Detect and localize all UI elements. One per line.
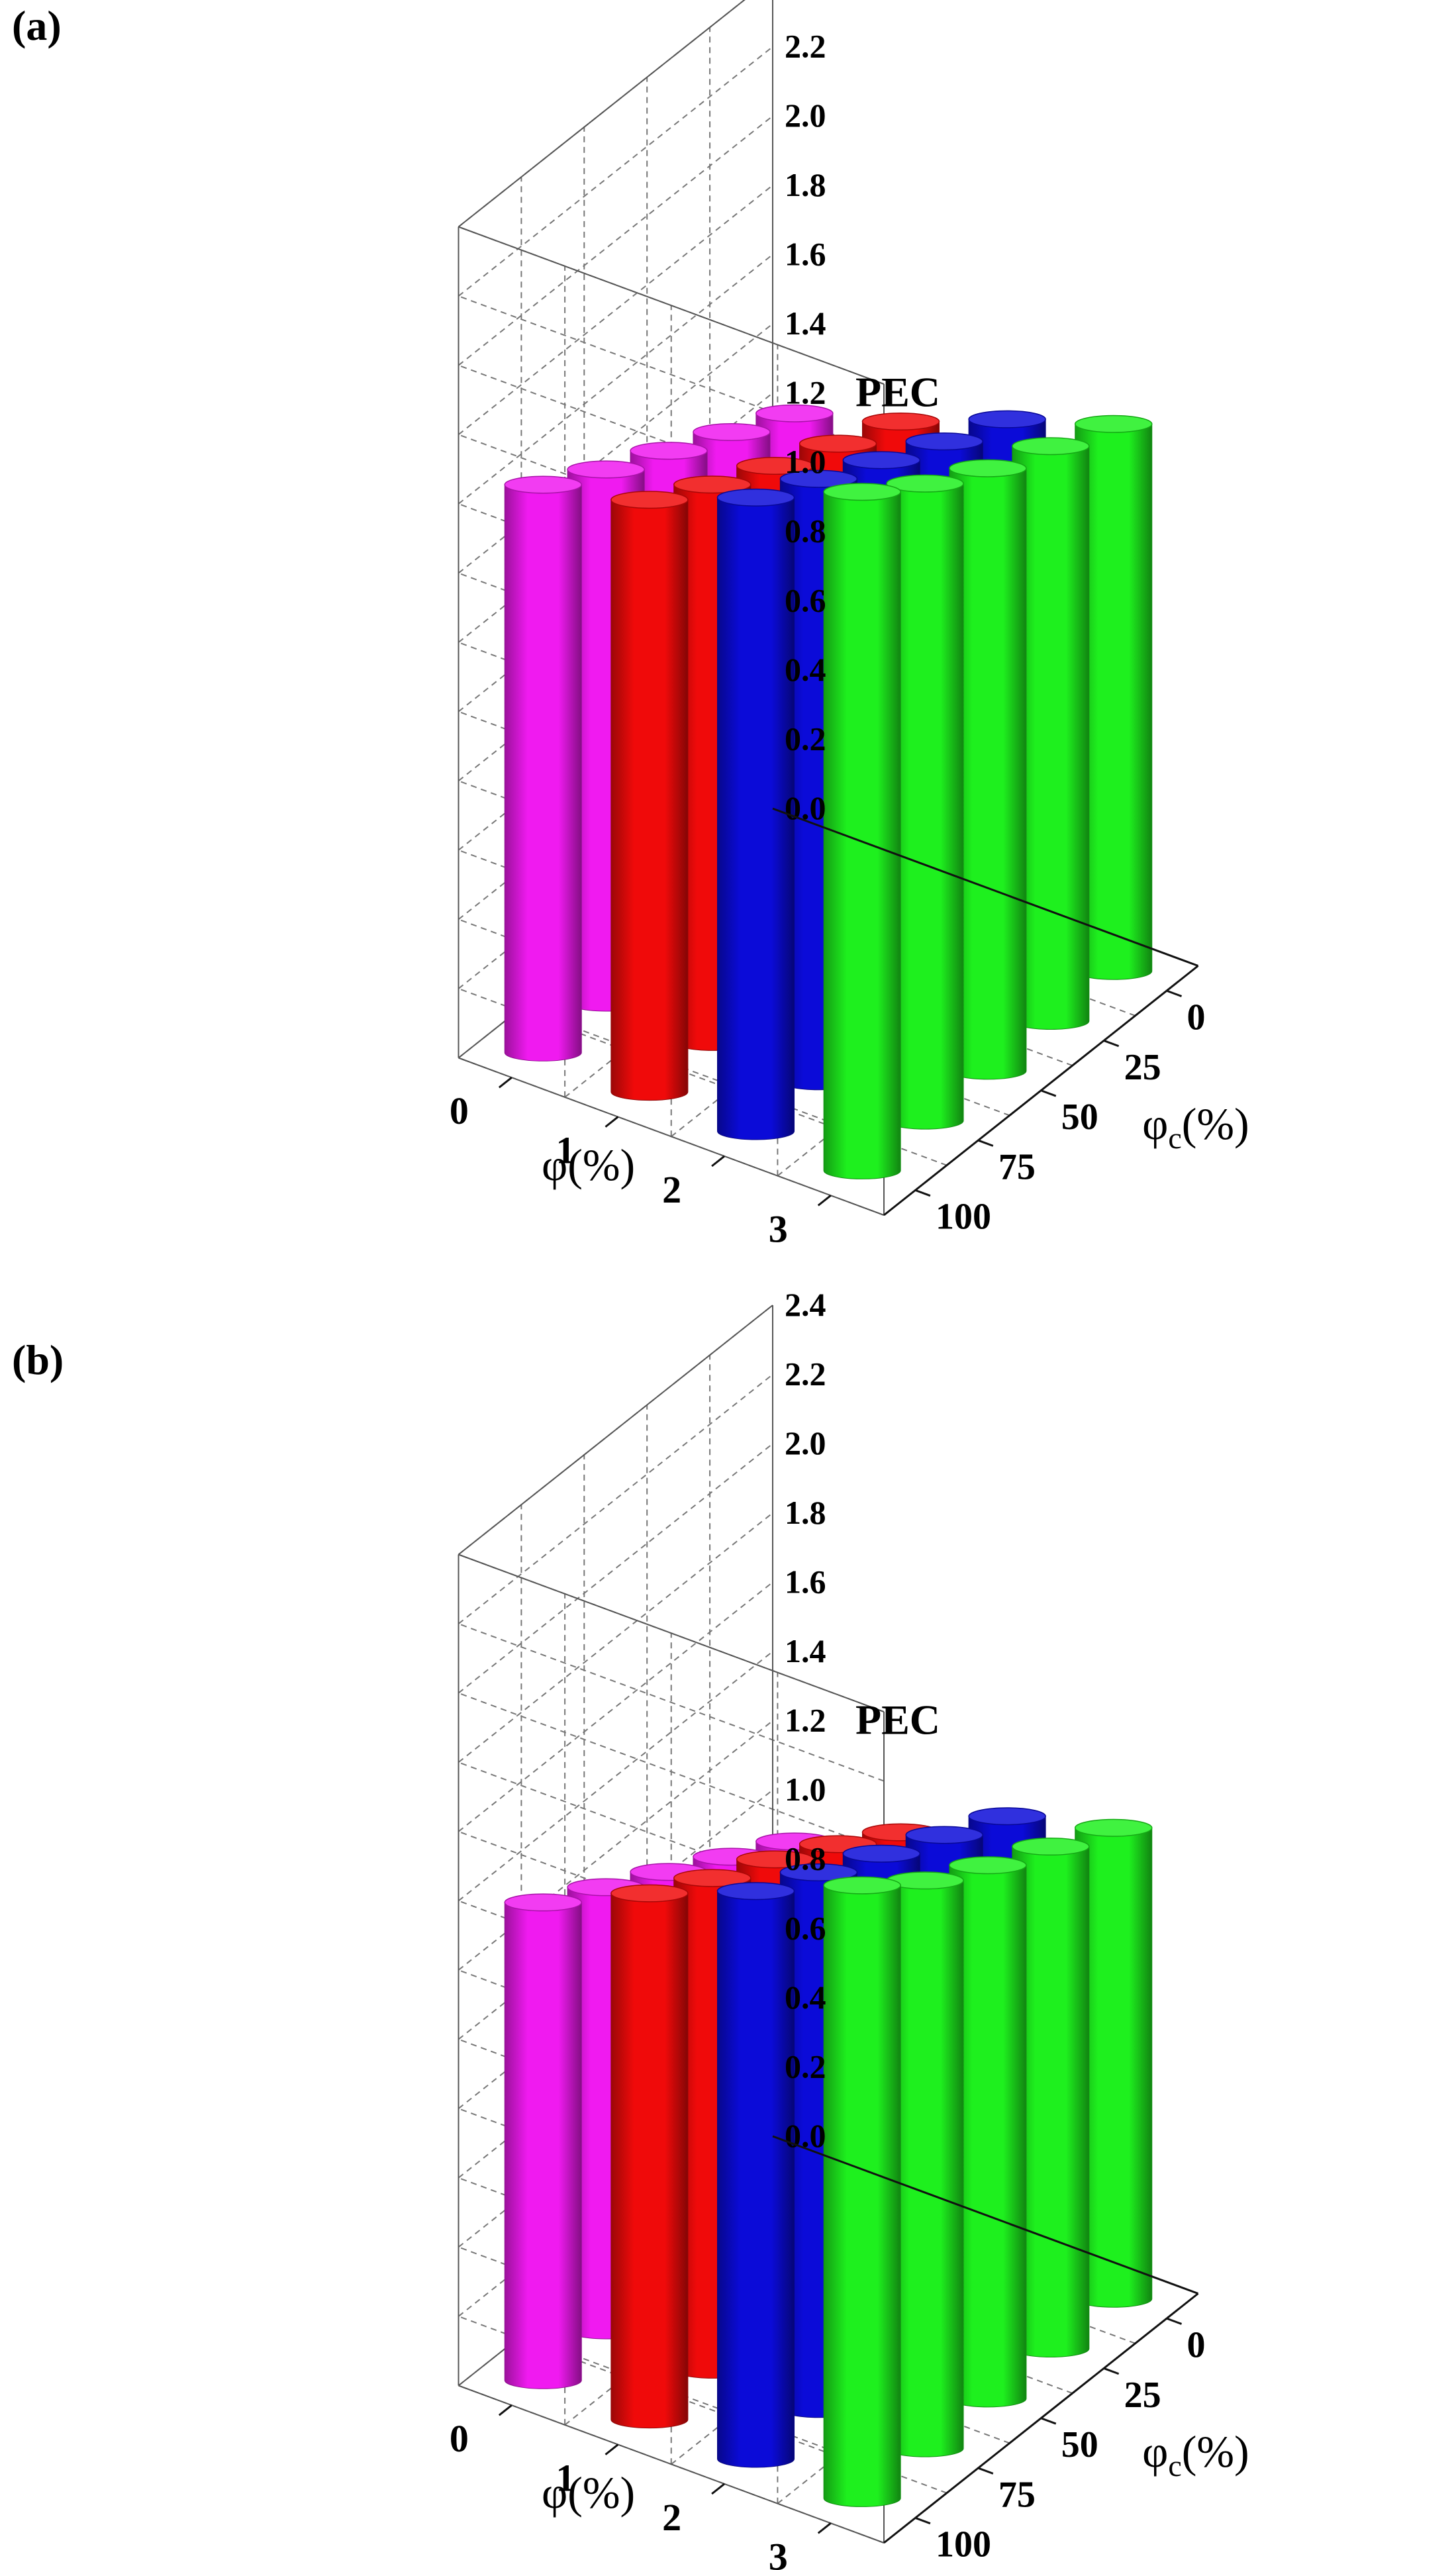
z-tick-label: 0.8: [785, 1840, 826, 1877]
x-axis-title: φ(%): [542, 1140, 635, 1190]
y-tick-label: 25: [1124, 1047, 1161, 1088]
x-tick-label: 0: [450, 2417, 469, 2460]
bar: [1012, 1838, 1090, 2358]
z-tick-label: 1.8: [785, 1494, 826, 1531]
z-tick-label: 0.4: [785, 1979, 826, 2016]
panel-label: (a): [12, 2, 62, 49]
z-axis-title: PEC: [855, 369, 940, 416]
z-tick-label: 0.6: [785, 1909, 826, 1946]
z-tick-label: 1.4: [785, 1632, 826, 1669]
panel-b: (b)0.00.20.40.60.81.01.21.41.61.82.02.22…: [12, 1286, 1249, 2570]
z-tick-label: 1.0: [785, 1771, 826, 1808]
z-tick-label: 2.2: [785, 1356, 826, 1393]
bar: [949, 1856, 1027, 2408]
y-tick-label: 100: [936, 1197, 991, 1238]
z-tick-label: 1.8: [785, 166, 826, 203]
bar: [823, 483, 901, 1179]
bar: [1074, 1818, 1153, 2308]
z-axis: 0.00.20.40.60.81.01.21.41.61.82.02.22.4P…: [785, 1286, 940, 2154]
y-tick-label: 75: [998, 1146, 1036, 1187]
z-tick-label: 2.4: [785, 1286, 826, 1323]
bar: [610, 1884, 689, 2429]
x-axis-title: φ(%): [542, 2467, 635, 2518]
y-tick-label: 50: [1061, 2424, 1098, 2465]
bar: [610, 491, 689, 1101]
z-tick-label: 0.6: [785, 581, 826, 618]
y-tick-label: 25: [1124, 2375, 1161, 2416]
y-tick-label: 0: [1187, 997, 1206, 1038]
z-tick-label: 2.0: [785, 97, 826, 134]
z-tick-label: 1.6: [785, 235, 826, 272]
bar: [716, 488, 795, 1140]
z-tick-label: 2.0: [785, 1424, 826, 1461]
z-tick-label: 0.8: [785, 513, 826, 550]
z-tick-label: 0.4: [785, 651, 826, 688]
y-axis-title: φc(%): [1142, 1099, 1249, 1155]
bars: [504, 1807, 1153, 2507]
z-tick-label: 1.2: [785, 1702, 826, 1739]
x-tick-label: 2: [662, 1168, 681, 1211]
bar: [504, 475, 583, 1062]
x-tick-label: 1: [556, 1129, 575, 1172]
y-axis-title: φc(%): [1142, 2426, 1249, 2483]
x-tick-label: 3: [769, 2535, 788, 2570]
bar: [886, 474, 964, 1130]
z-tick-label: 0.2: [785, 2048, 826, 2085]
z-tick-label: 0.2: [785, 720, 826, 757]
y-tick-label: 100: [936, 2524, 991, 2565]
bar: [716, 1882, 795, 2468]
y-tick-label: 75: [998, 2474, 1036, 2515]
y-tick-label: 0: [1187, 2324, 1206, 2365]
x-axis: 3 2 1 0 φ(%): [450, 2293, 1199, 2570]
y-tick-label: 50: [1061, 1097, 1098, 1138]
z-tick-label: 1.0: [785, 443, 826, 480]
z-axis-title: PEC: [855, 1697, 940, 1744]
z-axis: 0.00.20.40.60.81.01.21.41.61.82.02.22.4P…: [785, 28, 940, 826]
panel-label: (b): [12, 1336, 64, 1383]
bar: [504, 1893, 583, 2389]
bar: [823, 1876, 901, 2507]
bar: [949, 459, 1027, 1080]
z-tick-label: 1.6: [785, 1563, 826, 1600]
bars: [504, 404, 1153, 1179]
x-tick-label: 0: [450, 1089, 469, 1132]
panel-a: (a)0.00.20.40.60.81.01.21.41.61.82.02.22…: [12, 0, 1249, 1250]
z-tick-label: 1.4: [785, 305, 826, 342]
bar: [1074, 415, 1153, 980]
x-axis: 3 2 1 0 φ(%): [450, 965, 1199, 1250]
x-tick-label: 2: [662, 2496, 681, 2539]
z-tick-label: 2.2: [785, 28, 826, 65]
x-tick-label: 1: [556, 2457, 575, 2500]
z-tick-label: 1.2: [785, 374, 826, 411]
x-tick-label: 3: [769, 1207, 788, 1250]
